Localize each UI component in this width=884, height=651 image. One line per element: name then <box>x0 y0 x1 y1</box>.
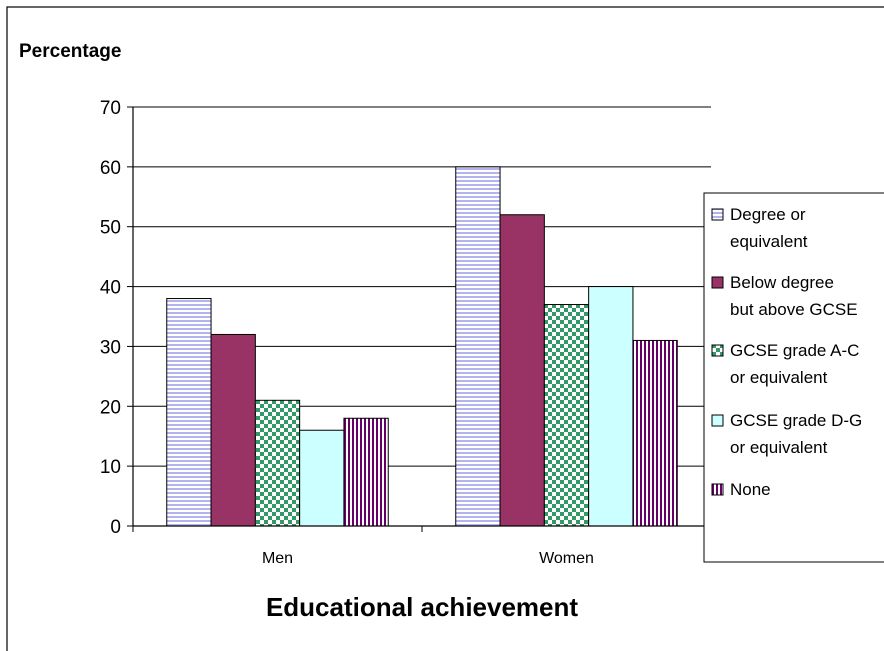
legend-label: GCSE grade A-C <box>730 341 859 360</box>
bar-men-3 <box>254 399 301 527</box>
legend-label: but above GCSE <box>730 300 858 319</box>
legend-swatch <box>711 483 724 496</box>
y-tick-label: 50 <box>100 218 121 239</box>
y-tick-label: 10 <box>100 457 121 478</box>
bar-men-4 <box>299 429 345 527</box>
y-tick-labels: 0 10 20 30 40 50 60 70 <box>100 98 121 538</box>
legend-swatch <box>711 208 724 221</box>
y-tick-label: 70 <box>100 98 121 119</box>
y-tick-label: 0 <box>110 517 121 538</box>
axes <box>132 107 712 532</box>
y-axis-title: Percentage <box>19 41 121 62</box>
x-category-labels: Men Women <box>262 550 594 567</box>
x-axis-title: Educational achievement <box>266 592 578 622</box>
bar-women-3 <box>543 304 590 527</box>
legend-swatch <box>711 276 724 289</box>
x-category-label: Women <box>539 550 594 567</box>
x-category-label: Men <box>262 550 293 567</box>
legend-label: equivalent <box>730 232 808 251</box>
bar-men-1 <box>166 298 212 527</box>
legend: Degree or equivalent Below degree but above… <box>703 192 884 563</box>
legend-label: None <box>730 480 771 499</box>
legend-label: or equivalent <box>730 438 828 457</box>
y-tick-label: 60 <box>100 158 121 179</box>
y-tick-label: 40 <box>100 278 121 299</box>
legend-label: or equivalent <box>730 368 828 387</box>
legend-label: Degree or <box>730 205 806 224</box>
y-tick-label: 20 <box>100 397 121 418</box>
bar-women-5 <box>632 339 678 527</box>
bar-women-2 <box>499 214 545 527</box>
legend-swatch <box>711 414 724 427</box>
legend-box <box>703 192 884 563</box>
legend-label: GCSE grade D-G <box>730 411 862 430</box>
legend-label: Below degree <box>730 273 834 292</box>
bar-women-1 <box>455 166 501 527</box>
y-tick-label: 30 <box>100 337 121 358</box>
legend-swatch <box>711 344 724 357</box>
bar-women-4 <box>588 286 634 527</box>
bar-men-5 <box>343 417 389 527</box>
bar-men-2 <box>210 333 256 527</box>
